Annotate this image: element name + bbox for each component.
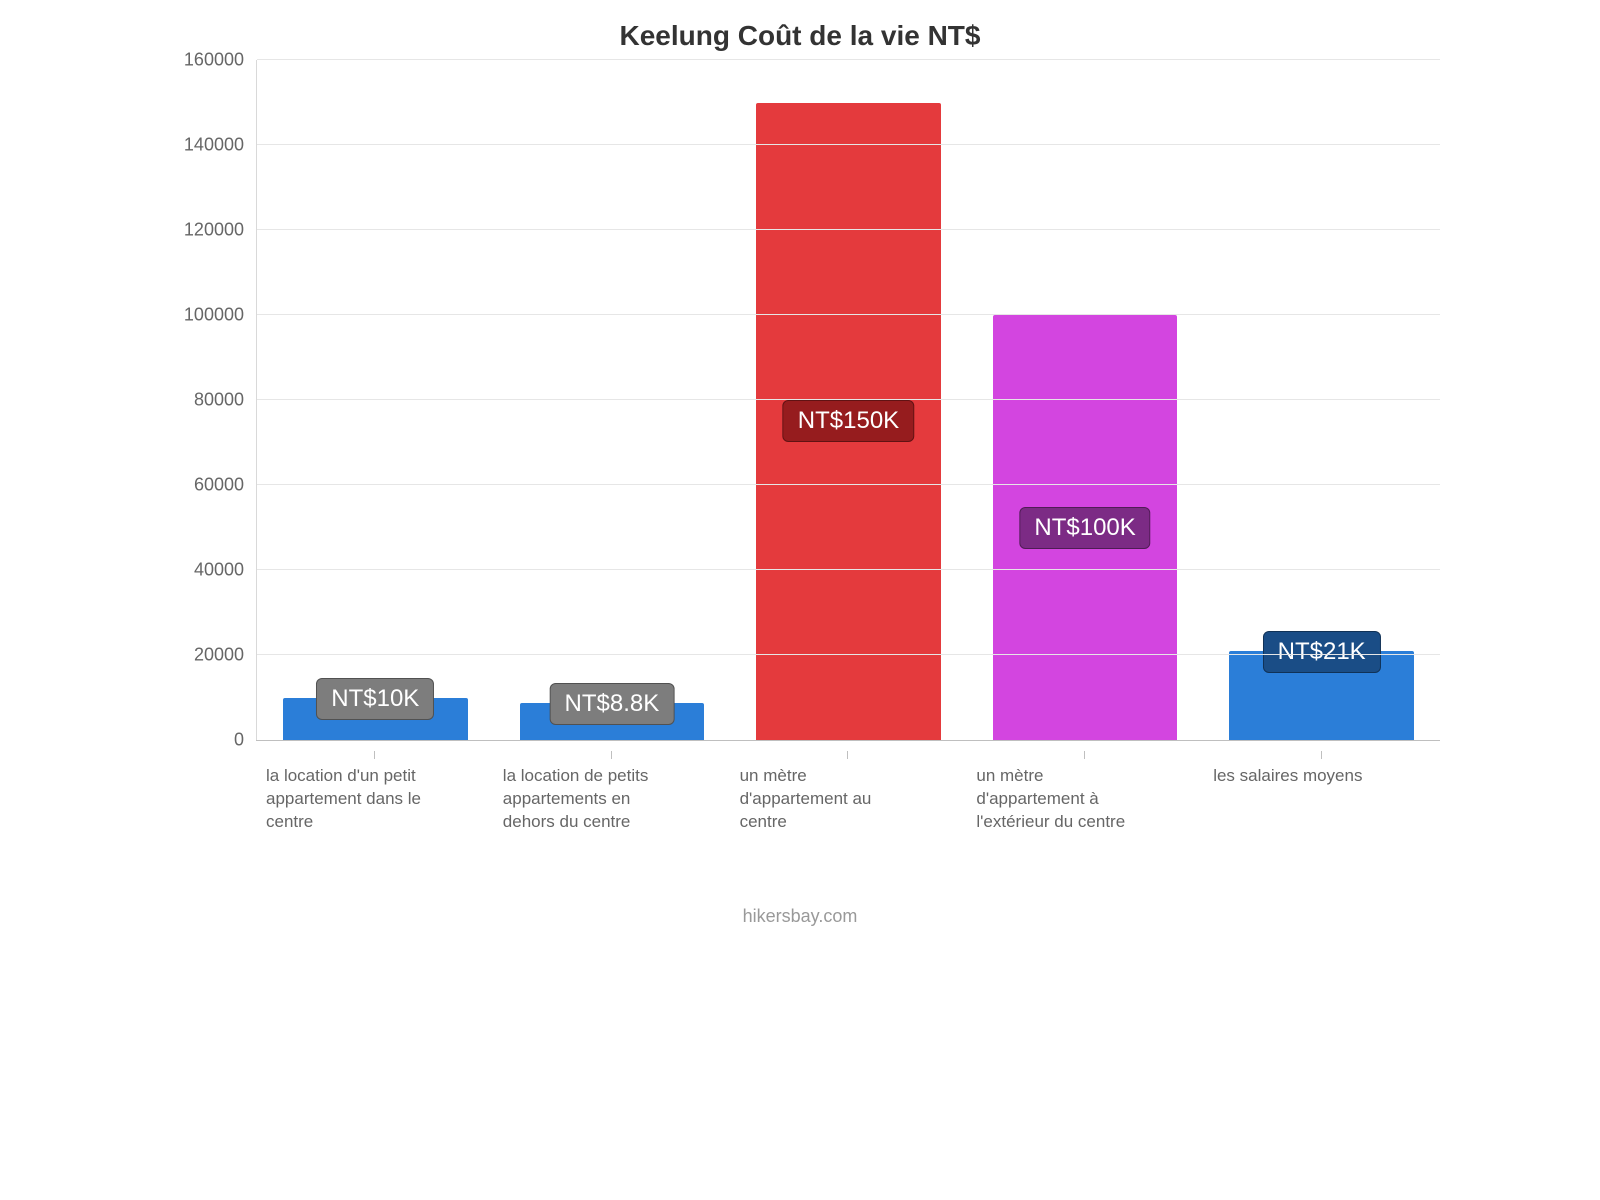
bar: NT$21K xyxy=(1229,651,1414,740)
y-tick-label: 0 xyxy=(160,730,244,751)
x-label: un mètre d'appartement à l'extérieur du … xyxy=(976,759,1146,834)
y-tick-label: 20000 xyxy=(160,645,244,666)
x-tick xyxy=(611,751,612,759)
y-tick-label: 100000 xyxy=(160,305,244,326)
bar: NT$8.8K xyxy=(520,703,705,740)
bar-row: NT$10K NT$8.8K NT$150K NT$100K NT$21K xyxy=(257,60,1440,740)
bar-slot: NT$8.8K xyxy=(494,60,731,740)
gridline xyxy=(257,229,1440,230)
plot-row: 0200004000060000800001000001200001400001… xyxy=(160,60,1440,740)
x-label: un mètre d'appartement au centre xyxy=(740,759,910,834)
chart-title: Keelung Coût de la vie NT$ xyxy=(160,20,1440,52)
bar-value-label: NT$100K xyxy=(1019,507,1150,549)
gridline xyxy=(257,59,1440,60)
y-tick-label: 120000 xyxy=(160,220,244,241)
gridline xyxy=(257,569,1440,570)
x-slot: la location d'un petit appartement dans … xyxy=(256,741,493,834)
bar: NT$150K xyxy=(756,103,941,741)
bar-slot: NT$10K xyxy=(257,60,494,740)
x-tick xyxy=(374,751,375,759)
x-label: la location de petits appartements en de… xyxy=(503,759,673,834)
x-tick xyxy=(847,751,848,759)
bar-slot: NT$100K xyxy=(967,60,1204,740)
gridline xyxy=(257,314,1440,315)
gridline xyxy=(257,484,1440,485)
gridline xyxy=(257,399,1440,400)
x-axis: la location d'un petit appartement dans … xyxy=(256,741,1440,834)
x-label: la location d'un petit appartement dans … xyxy=(266,759,436,834)
y-tick-label: 140000 xyxy=(160,135,244,156)
y-axis: 0200004000060000800001000001200001400001… xyxy=(160,60,256,740)
bar: NT$10K xyxy=(283,698,468,741)
bar-slot: NT$150K xyxy=(730,60,967,740)
bar: NT$100K xyxy=(993,315,1178,740)
y-tick-label: 160000 xyxy=(160,50,244,71)
cost-of-living-chart: Keelung Coût de la vie NT$ 0 20000 40000 60… xyxy=(160,0,1440,960)
x-slot: un mètre d'appartement au centre xyxy=(730,741,967,834)
footer-attribution: hikersbay.com xyxy=(160,906,1440,927)
bar-value-label: NT$21K xyxy=(1263,631,1381,673)
bar-value-label: NT$8.8K xyxy=(550,683,675,725)
bar-value-label: NT$150K xyxy=(783,400,914,442)
x-tick xyxy=(1321,751,1322,759)
x-slot: la location de petits appartements en de… xyxy=(493,741,730,834)
y-tick-label: 60000 xyxy=(160,475,244,496)
x-slot: un mètre d'appartement à l'extérieur du … xyxy=(966,741,1203,834)
gridline xyxy=(257,144,1440,145)
plot-area: NT$10K NT$8.8K NT$150K NT$100K NT$21K xyxy=(256,60,1440,740)
y-tick-label: 80000 xyxy=(160,390,244,411)
x-slot: les salaires moyens xyxy=(1203,741,1440,834)
x-tick xyxy=(1084,751,1085,759)
bar-value-label: NT$10K xyxy=(316,678,434,720)
x-label: les salaires moyens xyxy=(1213,759,1383,788)
y-tick-label: 40000 xyxy=(160,560,244,581)
bar-slot: NT$21K xyxy=(1203,60,1440,740)
gridline xyxy=(257,654,1440,655)
